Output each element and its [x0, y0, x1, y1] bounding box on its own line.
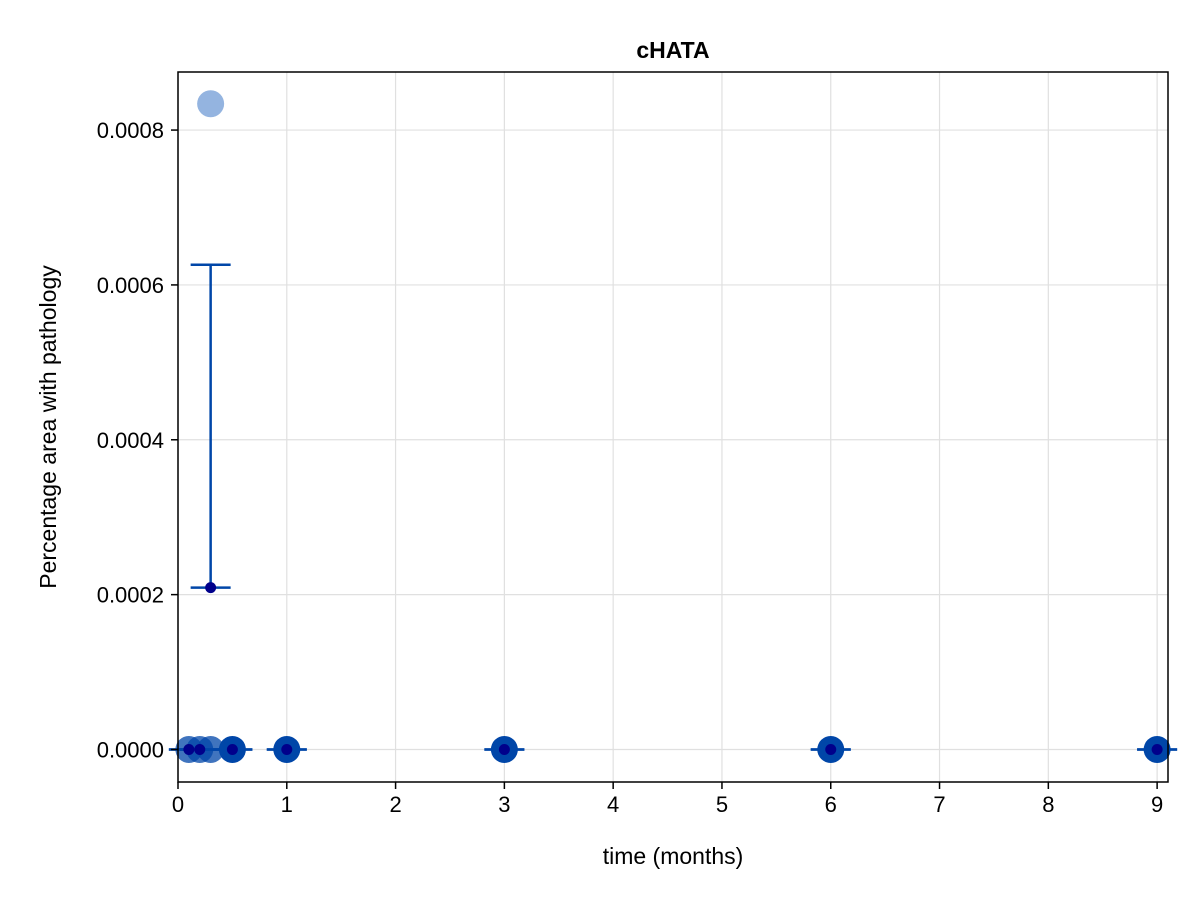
- grid-lines: [177, 72, 1168, 782]
- chart-title: cHATA: [636, 37, 709, 63]
- mean-point-0: [183, 743, 195, 755]
- y-axis-label: Percentage area with pathology: [35, 265, 61, 589]
- x-tick-label-8: 8: [1042, 792, 1054, 817]
- data-points: [175, 90, 1171, 763]
- mean-point-2: [205, 582, 217, 594]
- data-point-3: [197, 90, 225, 118]
- x-tick-label-1: 1: [281, 792, 293, 817]
- mean-point-1: [194, 743, 206, 755]
- error-bars: [168, 263, 1178, 751]
- x-tick-label-3: 3: [498, 792, 510, 817]
- plot-frame: [177, 71, 1169, 783]
- mean-point-5: [498, 743, 510, 755]
- x-tick-label-5: 5: [716, 792, 728, 817]
- y-tick-label-2: 0.0004: [97, 428, 164, 453]
- x-tick-label-6: 6: [825, 792, 837, 817]
- mean-point-7: [1151, 743, 1163, 755]
- mean-points: [183, 582, 1163, 755]
- x-tick-label-0: 0: [172, 792, 184, 817]
- mean-point-4: [281, 743, 293, 755]
- x-tick-label-4: 4: [607, 792, 619, 817]
- y-tick-label-3: 0.0006: [97, 273, 164, 298]
- x-tick-label-9: 9: [1151, 792, 1163, 817]
- data-point-2: [197, 735, 225, 763]
- x-tick-label-2: 2: [389, 792, 401, 817]
- y-tick-label-0: 0.0000: [97, 737, 164, 762]
- x-tick-label-7: 7: [933, 792, 945, 817]
- y-tick-label-4: 0.0008: [97, 118, 164, 143]
- mean-point-3: [226, 743, 238, 755]
- y-tick-label-1: 0.0002: [97, 583, 164, 608]
- axis-ticks: 0 1 2 3 4 5 6 7 8 9 0.0000 0.0002 0.0004 0.0006 0.0008: [97, 118, 1164, 817]
- x-axis-label: time (months): [603, 843, 744, 869]
- mean-point-6: [825, 743, 837, 755]
